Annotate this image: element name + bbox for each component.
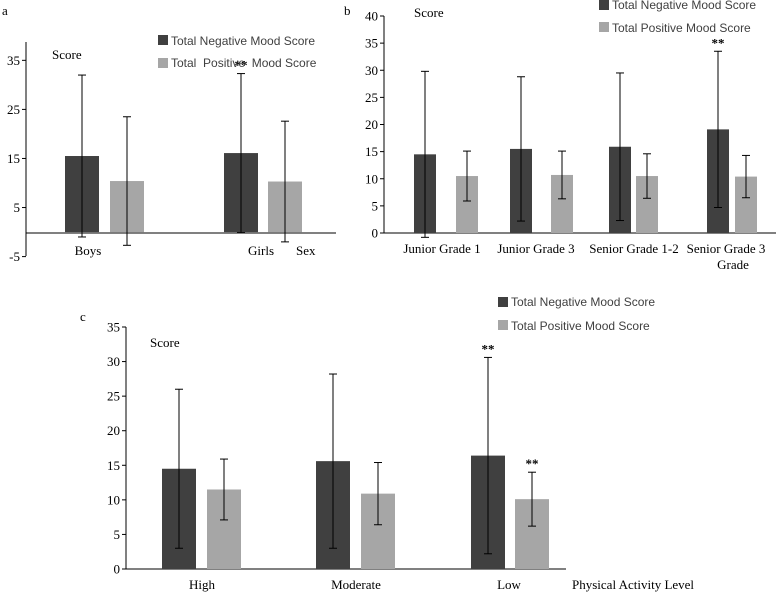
panel-b-ytick-label-6: 30 xyxy=(365,63,378,78)
panel-c-ytick-label-2: 10 xyxy=(107,492,120,507)
panel-c-label: c xyxy=(80,309,86,324)
panel-b-xtick-1: Junior Grade 3 xyxy=(497,241,574,256)
panel-b-legend-label-positive: Total Positive Mood Score xyxy=(612,21,751,35)
panel-a-ylabel: Score xyxy=(52,47,82,62)
panel-b-xtick-0: Junior Grade 1 xyxy=(403,241,480,256)
panel-a-xtick-0: Boys xyxy=(75,243,102,258)
panel-a-bars: ** xyxy=(65,58,302,246)
panel-c-legend-label-negative: Total Negative Mood Score xyxy=(511,295,655,309)
panel-a-ytick-label-4: 35 xyxy=(7,53,20,68)
panel-b-ytick-label-3: 15 xyxy=(365,144,378,159)
panel-c-ylabel: Score xyxy=(150,335,180,350)
panel-c-xtick-1: Moderate xyxy=(331,577,381,592)
panel-a-ytick-label-0: -5 xyxy=(9,249,20,264)
panel-c-significance-negative-2: ** xyxy=(482,341,495,356)
panel-a-xlabel: Sex xyxy=(296,243,316,258)
panel-b-ytick-label-1: 5 xyxy=(372,198,379,213)
panel-b-yticks: 0 5 10 15 20 25 30 35 40 xyxy=(365,9,384,241)
panel-b-ytick-label-2: 10 xyxy=(365,171,378,186)
panel-c-yticks: 0 5 10 15 20 25 30 35 xyxy=(107,320,126,577)
panel-b-xtick-2: Senior Grade 1-2 xyxy=(589,241,679,256)
panel-b-ytick-label-5: 25 xyxy=(365,90,378,105)
panel-a-xtick-1: Girls xyxy=(248,243,274,258)
panel-c-legend-swatch-positive xyxy=(498,320,508,330)
panel-b-xlabel: Grade xyxy=(717,257,749,272)
panel-a: a Score -5 5 15 25 35 ** Boys Girls Sex Tota… xyxy=(2,3,336,264)
panel-b-bar-positive-0 xyxy=(456,176,478,233)
panel-b-ytick-label-8: 40 xyxy=(365,9,378,24)
panel-a-ytick-label-3: 25 xyxy=(7,102,20,117)
panel-b-significance-negative-3: ** xyxy=(712,35,725,50)
panel-b-bars: ** xyxy=(414,35,757,238)
panel-a-ytick-label-1: 5 xyxy=(14,200,21,215)
panel-b-xtick-3: Senior Grade 3 xyxy=(687,241,766,256)
panel-b-ytick-label-4: 20 xyxy=(365,117,378,132)
panel-c-xtick-0: High xyxy=(189,577,216,592)
panel-c-ytick-label-5: 25 xyxy=(107,389,120,404)
panel-b-bar-positive-1 xyxy=(551,174,573,233)
panel-a-legend-swatch-negative xyxy=(158,35,168,45)
panel-a-ytick-label-2: 15 xyxy=(7,151,20,166)
panel-c-xtick-2: Low xyxy=(497,577,521,592)
panel-c-ytick-label-3: 15 xyxy=(107,458,120,473)
panel-c-ytick-label-1: 5 xyxy=(114,527,121,542)
panel-c-significance-positive-2: ** xyxy=(526,456,539,471)
panel-c-ytick-label-0: 0 xyxy=(114,562,121,577)
panel-b-legend-swatch-positive xyxy=(599,22,609,32)
panel-a-yticks: -5 5 15 25 35 xyxy=(7,53,26,264)
panel-a-legend-label-positive: Total Positive Mood Score xyxy=(171,56,317,70)
panel-b-ytick-label-7: 35 xyxy=(365,36,378,51)
panel-a-legend-swatch-positive xyxy=(158,58,168,68)
panel-b-ylabel: Score xyxy=(414,5,444,20)
panel-b: b Score 0 5 10 15 20 25 30 35 40 ** Junior Grade… xyxy=(344,0,776,272)
panel-b-ytick-label-0: 0 xyxy=(372,226,379,241)
panel-c-ytick-label-4: 20 xyxy=(107,423,120,438)
panel-c-legend-label-positive: Total Positive Mood Score xyxy=(511,319,650,333)
panel-c-bars: ** ** xyxy=(162,341,549,569)
panel-c: c Score 0 5 10 15 20 25 30 35 ** ** High Moderat… xyxy=(80,295,694,592)
panel-a-label: a xyxy=(2,3,8,18)
panel-c-ytick-label-6: 30 xyxy=(107,354,120,369)
panel-b-bar-positive-3 xyxy=(735,176,757,233)
panel-c-legend-swatch-negative xyxy=(498,297,508,307)
panel-c-xlabel: Physical Activity Level xyxy=(572,577,694,592)
panel-b-legend-swatch-negative xyxy=(599,0,609,10)
panel-a-legend-label-negative: Total Negative Mood Score xyxy=(171,34,315,48)
panel-c-ytick-label-7: 35 xyxy=(107,320,120,335)
panel-b-legend-label-negative: Total Negative Mood Score xyxy=(612,0,756,12)
panel-a-significance-negative-1: ** xyxy=(235,58,248,73)
panel-b-bar-positive-2 xyxy=(636,176,658,233)
panel-b-label: b xyxy=(344,3,351,18)
